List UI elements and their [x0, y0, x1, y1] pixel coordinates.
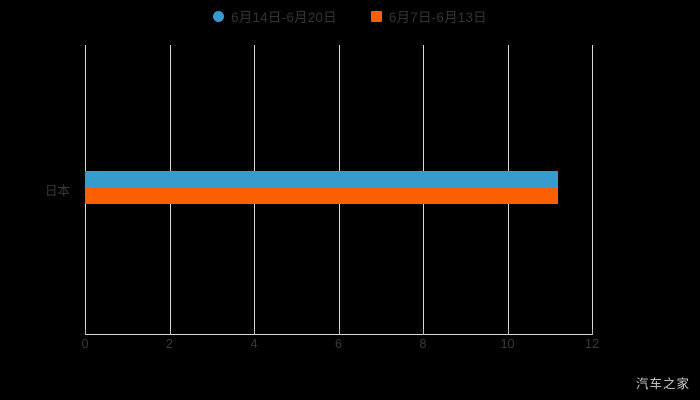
x-tick-4 — [254, 329, 255, 335]
x-tick-0 — [85, 329, 86, 335]
category-label-japan: 日本 — [45, 184, 71, 198]
x-tick-label-12: 12 — [585, 337, 599, 351]
watermark: 汽车之家 — [635, 377, 690, 391]
plot-area — [85, 45, 593, 334]
x-tick-label-2: 2 — [166, 337, 173, 351]
bar-日本-series-0[interactable] — [85, 171, 559, 187]
legend-label-1: 6月7日-6月13日 — [388, 10, 487, 25]
legend-item-1[interactable]: 6月7日-6月13日 — [370, 6, 487, 26]
square-marker-icon — [370, 10, 382, 22]
gridline-x-12 — [592, 45, 593, 334]
legend-label-0: 6月14日-6月20日 — [231, 10, 337, 25]
bar-日本-series-1[interactable] — [85, 187, 559, 204]
x-tick-label-0: 0 — [81, 337, 89, 351]
x-tick-2 — [169, 329, 171, 335]
x-tick-label-4: 4 — [250, 337, 258, 351]
x-tick-label-10: 10 — [500, 337, 515, 351]
x-tick-6 — [338, 329, 340, 335]
x-tick-8 — [423, 329, 424, 335]
legend-item-0[interactable]: 6月14日-6月20日 — [213, 6, 337, 26]
x-tick-label-6: 6 — [335, 337, 342, 351]
x-tick-12 — [592, 329, 593, 335]
x-tick-label-8: 8 — [419, 337, 427, 351]
x-tick-10 — [507, 329, 509, 335]
chart-legend: 6月14日-6月20日 6月7日-6月13日 — [0, 6, 700, 26]
circle-marker-icon — [213, 10, 225, 22]
